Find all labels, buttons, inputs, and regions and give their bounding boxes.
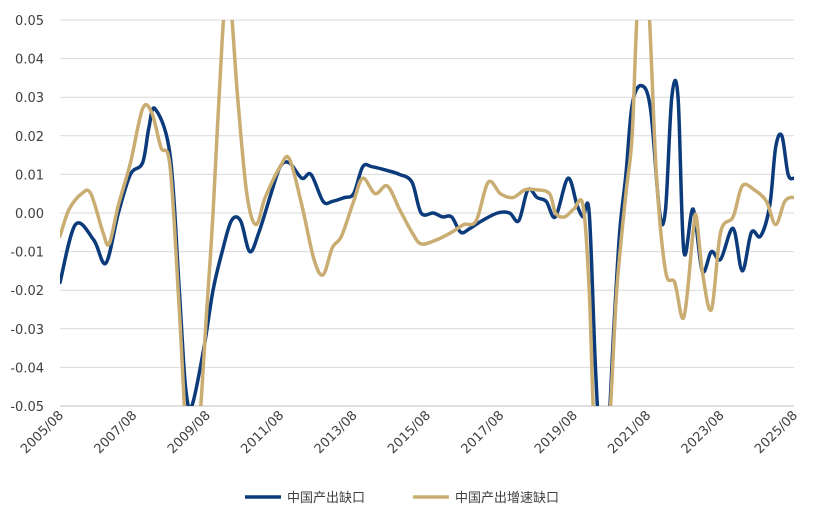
series-lines	[60, 20, 794, 406]
legend: 中国产出缺口 中国产出增速缺口	[245, 491, 559, 506]
legend-label: 中国产出增速缺口	[455, 491, 559, 506]
x-tick-label: 2011/08	[238, 408, 287, 457]
series-line-1	[60, 78, 794, 406]
y-tick-label: 0.01	[15, 168, 44, 183]
y-tick-label: -0.03	[10, 323, 44, 338]
y-tick-label: -0.04	[10, 361, 44, 376]
x-tick-label: 2009/08	[165, 408, 214, 457]
y-tick-label: 0.03	[15, 91, 44, 106]
y-tick-label: -0.05	[10, 400, 44, 415]
x-tick-label: 2007/08	[92, 408, 141, 457]
x-tick-label: 2025/08	[752, 408, 801, 457]
x-tick-label: 2015/08	[385, 408, 434, 457]
legend-label: 中国产出缺口	[287, 491, 365, 506]
x-axis: 2005/08 2007/08 2009/08 2011/08 2013/08 2015/…	[18, 405, 801, 457]
y-tick-label: 0.04	[15, 53, 44, 68]
y-tick-label: -0.01	[10, 246, 44, 261]
x-tick-label: 2005/08	[18, 408, 67, 457]
y-tick-label: 0.02	[15, 130, 44, 145]
x-tick-label: 2013/08	[312, 408, 361, 457]
y-tick-label: -0.02	[10, 284, 44, 299]
x-tick-label: 2019/08	[532, 408, 581, 457]
series-line-2	[60, 20, 794, 406]
y-tick-label: 0.00	[15, 207, 44, 222]
x-tick-label: 2023/08	[679, 408, 728, 457]
y-axis-ticks: 0.05 0.04 0.03 0.02 0.01 0.00 -0.01 -0.02 -0.03 -…	[10, 14, 44, 415]
x-tick-label: 2017/08	[459, 408, 508, 457]
x-tick-label: 2021/08	[605, 408, 654, 457]
y-tick-label: 0.05	[15, 14, 44, 29]
